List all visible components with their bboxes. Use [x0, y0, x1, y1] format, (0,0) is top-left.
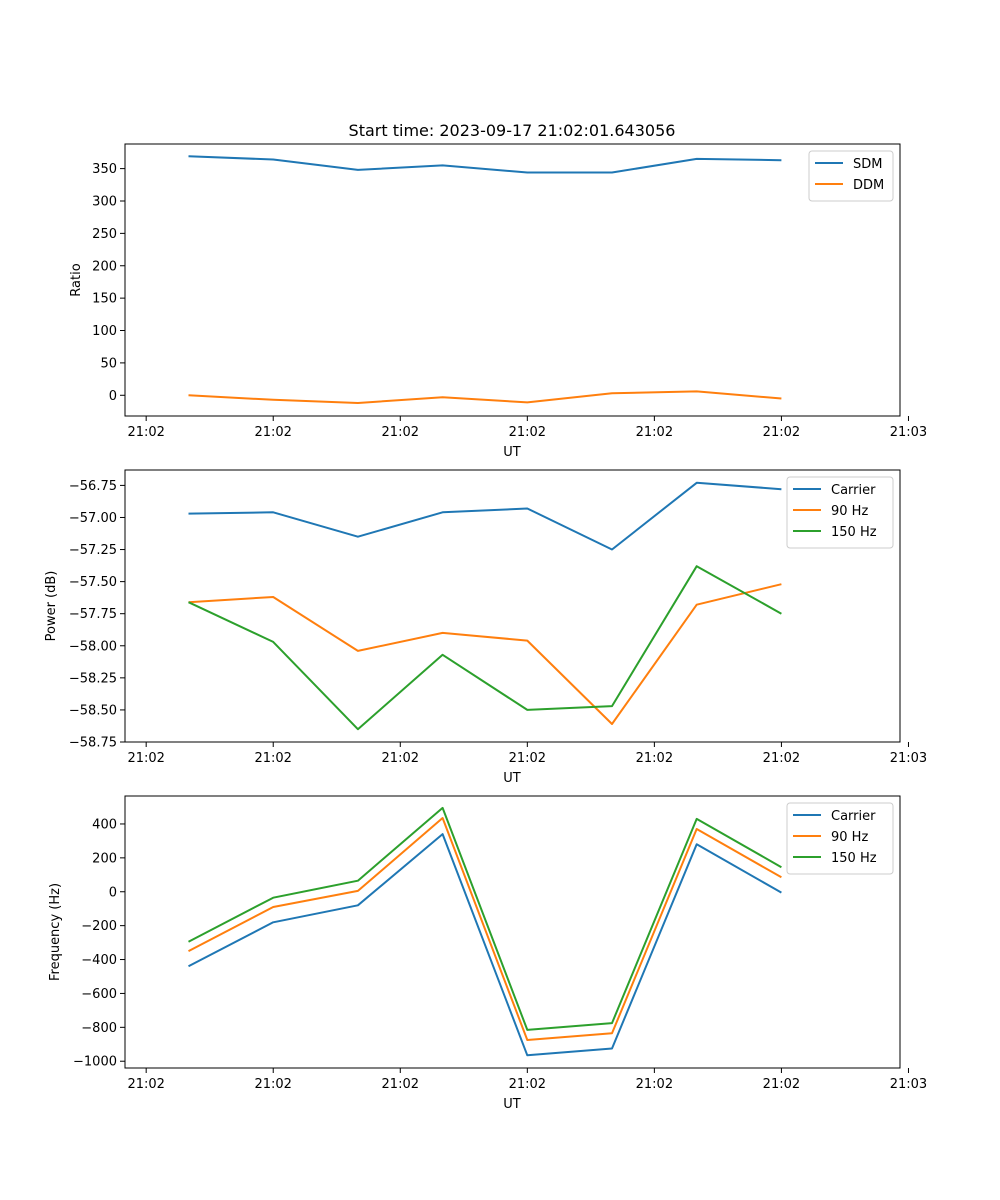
series-line-90-hz — [188, 817, 782, 1041]
y-axis-label: Ratio — [69, 263, 84, 296]
legend-label: 90 Hz — [831, 830, 868, 845]
y-tick-label: 50 — [100, 356, 117, 371]
x-tick-label: 21:02 — [382, 425, 419, 440]
y-tick-label: 100 — [92, 324, 117, 339]
x-tick-label: 21:02 — [636, 425, 673, 440]
power-axes-frame — [124, 469, 901, 743]
x-tick-label: 21:02 — [636, 1077, 673, 1092]
y-tick-label: −56.75 — [69, 479, 117, 494]
x-tick-label: 21:02 — [382, 751, 419, 766]
y-tick-label: −58.75 — [69, 736, 117, 751]
y-tick-label: 250 — [92, 227, 117, 242]
x-tick-label: 21:02 — [127, 425, 164, 440]
legend-label: 150 Hz — [831, 851, 877, 866]
chart-title: Start time: 2023-09-17 21:02:01.643056 — [349, 121, 676, 140]
y-tick-label: 0 — [109, 885, 117, 900]
y-tick-label: −600 — [81, 987, 117, 1002]
x-tick-label: 21:02 — [509, 751, 546, 766]
series-line-150-hz — [188, 806, 782, 1031]
x-axis-label: UT — [503, 771, 521, 786]
x-tick-label: 21:02 — [763, 425, 800, 440]
y-tick-label: 400 — [92, 817, 117, 832]
y-tick-label: −57.00 — [69, 511, 117, 526]
power-panel: 21:02 21:02 21:02 21:02 21:02 21:02 21:03 −58.7… — [44, 469, 927, 786]
series-line-ddm — [188, 390, 782, 404]
x-tick-label: 21:02 — [127, 751, 164, 766]
y-tick-label: 150 — [92, 292, 117, 307]
ratio-axes-frame — [124, 143, 901, 417]
y-tick-label: −200 — [81, 919, 117, 934]
x-tick-label: 21:02 — [509, 1077, 546, 1092]
x-tick-label: 21:02 — [127, 1077, 164, 1092]
y-axis-label: Frequency (Hz) — [48, 883, 63, 981]
legend-label: 150 Hz — [831, 525, 877, 540]
x-axis-label: UT — [503, 445, 521, 460]
legend-label: SDM — [853, 157, 882, 172]
x-tick-label: 21:03 — [890, 1077, 927, 1092]
legend-label: 90 Hz — [831, 504, 868, 519]
x-tick-label: 21:02 — [763, 751, 800, 766]
y-tick-label: 300 — [92, 194, 117, 209]
x-tick-label: 21:02 — [382, 1077, 419, 1092]
legend-label: DDM — [853, 178, 884, 193]
x-tick-label: 21:03 — [890, 751, 927, 766]
y-tick-label: 350 — [92, 162, 117, 177]
y-axis-label: Power (dB) — [44, 571, 59, 642]
y-tick-label: 200 — [92, 851, 117, 866]
x-tick-label: 21:03 — [890, 425, 927, 440]
frequency-panel: 21:02 21:02 21:02 21:02 21:02 21:02 21:03 −1000… — [48, 795, 927, 1112]
series-line-150-hz — [188, 565, 782, 731]
x-tick-label: 21:02 — [254, 425, 291, 440]
x-tick-label: 21:02 — [509, 425, 546, 440]
series-line-carrier — [188, 481, 782, 551]
y-tick-label: −58.00 — [69, 639, 117, 654]
y-tick-label: −1000 — [73, 1055, 117, 1070]
x-tick-label: 21:02 — [763, 1077, 800, 1092]
y-tick-label: 200 — [92, 259, 117, 274]
y-tick-label: 0 — [109, 389, 117, 404]
y-tick-label: −58.50 — [69, 703, 117, 718]
y-tick-label: −57.50 — [69, 575, 117, 590]
y-tick-label: −58.25 — [69, 671, 117, 686]
x-tick-label: 21:02 — [636, 751, 673, 766]
x-tick-label: 21:02 — [254, 1077, 291, 1092]
legend-label: Carrier — [831, 809, 876, 824]
y-tick-label: −57.75 — [69, 607, 117, 622]
y-tick-label: −400 — [81, 953, 117, 968]
y-tick-label: −57.25 — [69, 543, 117, 558]
x-tick-label: 21:02 — [254, 751, 291, 766]
ratio-panel: Start time: 2023-09-17 21:02:01.643056 2… — [69, 121, 927, 460]
series-line-carrier — [188, 833, 782, 1057]
series-line-90-hz — [188, 583, 782, 725]
y-tick-label: −800 — [81, 1021, 117, 1036]
frequency-axes-frame — [124, 795, 901, 1069]
legend-label: Carrier — [831, 483, 876, 498]
x-axis-label: UT — [503, 1097, 521, 1112]
series-line-sdm — [188, 155, 782, 174]
